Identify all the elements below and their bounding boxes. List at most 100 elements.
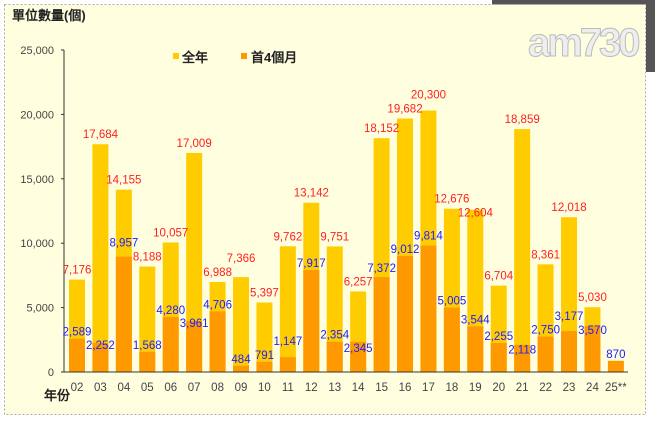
x-tick-label: 13 [328, 382, 341, 394]
label-full-year: 8,361 [531, 249, 560, 261]
bar-first-4-months [397, 255, 414, 372]
corner-strip [492, 0, 655, 5]
bar-full-year [233, 277, 250, 372]
bar-full-year [326, 246, 343, 372]
bar-first-4-months [420, 245, 437, 372]
x-tick-label: 03 [94, 382, 107, 394]
x-tick-label: 14 [352, 382, 365, 394]
label-first-4-months: 2,118 [508, 345, 536, 357]
x-tick-label: 20 [492, 382, 505, 394]
bar-first-4-months [139, 351, 156, 372]
label-first-4-months: 7,917 [297, 258, 326, 270]
bars [69, 110, 624, 372]
bar-first-4-months [467, 326, 484, 372]
bar-first-4-months [115, 256, 132, 372]
label-full-year: 18,859 [505, 114, 540, 126]
label-first-4-months: 2,750 [531, 325, 560, 337]
bar-first-4-months [561, 331, 578, 372]
label-first-4-months: 4,280 [156, 305, 185, 317]
x-tick-label: 06 [164, 382, 177, 394]
bar-first-4-months [326, 341, 343, 372]
data-labels: 7,176 17,684 14,155 8,188 10,057 17,009 6,988 7… [63, 90, 626, 366]
corner-strip-side [646, 0, 655, 72]
label-full-year: 18,152 [364, 123, 399, 135]
label-full-year: 6,257 [344, 276, 373, 288]
legend-swatch-first-4-months [241, 53, 247, 59]
label-full-year: 7,176 [63, 265, 92, 277]
label-full-year: 9,751 [320, 231, 349, 243]
bar-first-4-months [186, 320, 203, 372]
label-full-year: 17,009 [177, 138, 212, 150]
bar-first-4-months [584, 326, 601, 372]
bar-first-4-months [92, 342, 109, 372]
x-tick-label: 02 [71, 382, 84, 394]
label-first-4-months: 1,147 [273, 336, 302, 348]
x-tick-label: 15 [375, 382, 388, 394]
label-first-4-months: 1,568 [133, 340, 162, 352]
label-full-year: 10,057 [153, 227, 188, 239]
label-full-year: 5,397 [250, 287, 279, 299]
label-full-year: 7,366 [227, 253, 256, 265]
bar-first-4-months [233, 365, 250, 372]
label-full-year: 12,604 [458, 208, 494, 220]
label-first-4-months: 2,354 [320, 330, 349, 342]
label-first-4-months: 870 [606, 349, 625, 361]
bar-first-4-months [350, 341, 367, 372]
label-full-year: 5,030 [578, 292, 607, 304]
label-first-4-months: 2,589 [63, 327, 92, 339]
bar-first-4-months [69, 338, 85, 372]
x-tick-label: 10 [258, 382, 271, 394]
bar-first-4-months [279, 357, 296, 372]
label-first-4-months: 2,255 [484, 331, 513, 343]
x-tick-label: 22 [539, 382, 552, 394]
x-axis: 02 03 04 05 06 07 08 09 10 11 12 13 14 15 16 17 18 19 20 21… [64, 371, 628, 394]
bar-first-4-months [303, 270, 320, 372]
x-tick-label: 25** [605, 382, 627, 394]
y-axis: 0 5,000 10,000 15,000 20,000 25,000 [20, 45, 65, 379]
label-first-4-months: 3,570 [578, 325, 607, 337]
logo-text: am730 [528, 21, 639, 65]
x-tick-label: 21 [516, 382, 529, 394]
label-first-4-months: 2,345 [344, 343, 373, 355]
label-first-4-months: 5,005 [437, 296, 466, 308]
label-full-year: 6,704 [484, 271, 513, 283]
bar-first-4-months [162, 316, 179, 372]
x-tick-label: 17 [422, 382, 435, 394]
y-axis-title: 單位數量(個) [12, 8, 86, 23]
x-tick-label: 18 [445, 382, 458, 394]
y-tick-label: 20,000 [20, 109, 54, 121]
label-full-year: 20,300 [411, 90, 446, 102]
label-first-4-months: 7,372 [367, 263, 396, 275]
x-tick-label: 24 [586, 382, 599, 394]
bar-first-4-months [537, 336, 554, 372]
label-first-4-months: 9,012 [391, 244, 420, 256]
x-tick-label: 11 [282, 382, 294, 394]
label-first-4-months: 2,252 [86, 340, 115, 352]
bar-full-year [514, 129, 531, 372]
legend-label-first-4-months: 首4個月 [251, 50, 297, 65]
label-full-year: 17,684 [83, 129, 119, 141]
label-first-4-months: 4,706 [203, 299, 232, 311]
x-axis-title: 年份 [44, 388, 71, 403]
label-first-4-months: 791 [255, 350, 274, 362]
label-first-4-months: 8,957 [109, 238, 138, 250]
x-tick-label: 09 [235, 382, 248, 394]
bar-full-year [92, 144, 109, 372]
bar-first-4-months [373, 277, 390, 372]
label-full-year: 12,676 [434, 194, 469, 206]
x-tick-label: 04 [117, 382, 130, 394]
x-tick-label: 05 [141, 382, 154, 394]
label-first-4-months: 9,814 [414, 231, 443, 243]
label-full-year: 8,188 [133, 252, 162, 264]
label-full-year: 9,762 [273, 231, 302, 243]
y-tick-label: 15,000 [20, 174, 54, 186]
logo: am730 [528, 21, 643, 66]
bar-first-4-months [490, 342, 507, 372]
bar-first-4-months [607, 360, 624, 372]
legend: 全年 首4個月 [173, 50, 297, 65]
x-tick-label: 08 [211, 382, 224, 394]
bar-first-4-months [256, 361, 273, 372]
legend-swatch-full-year [173, 53, 179, 59]
bar-first-4-months [514, 344, 531, 372]
